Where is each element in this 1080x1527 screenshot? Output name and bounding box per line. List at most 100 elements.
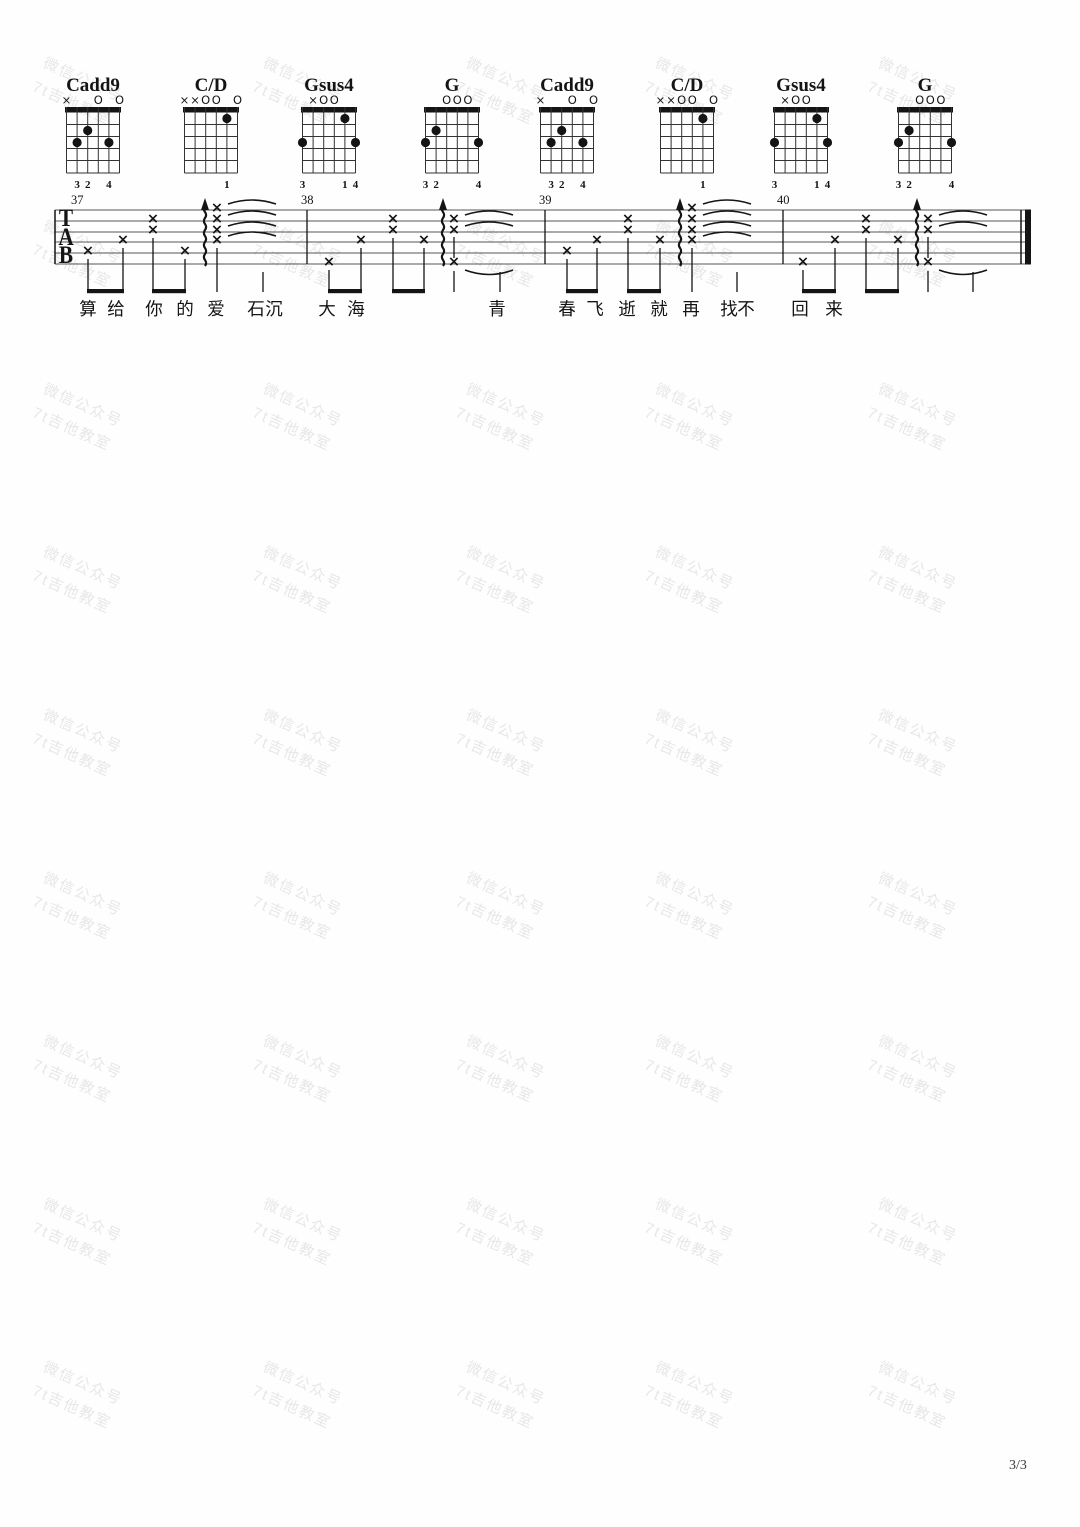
chord-finger-number: 3 [896, 179, 902, 191]
tab-x-note: × [448, 222, 460, 238]
tab-x-note: × [179, 243, 191, 259]
strum-arrow-head-icon [439, 198, 447, 210]
watermark-text: 微信公众号 7t吉他教室 [863, 540, 962, 622]
chord-finger-dot [769, 137, 780, 148]
tab-x-note: × [147, 211, 159, 227]
chord-finger-number: 3 [548, 179, 554, 191]
chord-nut [539, 107, 595, 113]
watermark-text: 微信公众号 7t吉他教室 [451, 540, 550, 622]
tie-arc [464, 210, 514, 216]
watermark-text: 微信公众号 7t吉他教室 [640, 377, 739, 459]
watermark-text: 微信公众号 7t吉他教室 [248, 540, 347, 622]
watermark-text: 微信公众号 7t吉他教室 [640, 866, 739, 948]
chord-finger-number: 4 [106, 179, 112, 191]
beam [802, 289, 836, 294]
muted-string-marker: × [180, 93, 190, 107]
chord-finger-number: 4 [353, 179, 359, 191]
chord-finger-dot [340, 113, 350, 124]
chord-nut [773, 107, 829, 113]
lyric-syllable: 沉 [265, 299, 283, 319]
chord-finger-number: 4 [825, 179, 831, 191]
watermark-text: 微信公众号 7t吉他教室 [863, 1355, 962, 1437]
tie-arc [702, 210, 752, 216]
watermark-text: 微信公众号 7t吉他教室 [28, 540, 127, 622]
watermark-text: 微信公众号 7t吉他教室 [451, 703, 550, 785]
chord-finger-dot [72, 137, 82, 148]
open-string-marker: O [688, 93, 697, 107]
tab-x-note: × [211, 232, 223, 248]
watermark-text: 微信公众号 7t吉他教室 [28, 1029, 127, 1111]
muted-string-marker: × [190, 93, 200, 107]
page-number: 3/3 [1009, 1458, 1027, 1473]
open-string-marker: O [201, 93, 210, 107]
chord-finger-number: 3 [772, 179, 778, 191]
open-string-marker: O [453, 93, 462, 107]
tab-x-note: × [418, 232, 430, 248]
lyric-syllable: 给 [107, 299, 125, 319]
chord-finger-number: 1 [342, 179, 348, 191]
chord-finger-dot [893, 137, 904, 148]
tab-x-note: × [387, 211, 399, 227]
beam [328, 289, 362, 294]
chord-finger-dot [431, 125, 441, 136]
muted-string-marker: × [536, 93, 546, 107]
open-string-marker: O [115, 93, 124, 107]
tab-x-note: × [448, 211, 460, 227]
chord-nut [897, 107, 953, 113]
beam [865, 289, 899, 294]
watermark-text: 微信公众号 7t吉他教室 [28, 703, 127, 785]
tab-x-note: × [922, 222, 934, 238]
tab-x-note: × [622, 211, 634, 227]
strum-arrow-head-icon [201, 198, 209, 210]
chord-finger-number: 2 [85, 179, 91, 191]
chord-nut [183, 107, 239, 113]
tab-clef-letter: B [59, 241, 73, 269]
watermark-text: 微信公众号 7t吉他教室 [248, 1355, 347, 1437]
muted-string-marker: × [656, 93, 666, 107]
strum-arrow-head-icon [913, 198, 921, 210]
chord-finger-dot [473, 137, 484, 148]
open-string-marker: O [94, 93, 103, 107]
lyric-syllable: 再 [682, 299, 700, 319]
lyric-syllable: 算 [79, 299, 97, 319]
watermark-text: 微信公众号 7t吉他教室 [640, 540, 739, 622]
open-string-marker: O [926, 93, 935, 107]
watermark-text: 微信公众号 7t吉他教室 [451, 866, 550, 948]
lyric-syllable: 逝 [618, 299, 636, 319]
strum-arrow-wave [202, 205, 208, 267]
tab-clef-letter: A [58, 223, 74, 251]
chord-finger-dot [350, 137, 361, 148]
chord-finger-number: 4 [580, 179, 586, 191]
lyric-syllable: 来 [825, 299, 843, 319]
chord-finger-dot [698, 113, 708, 124]
beam [392, 289, 425, 294]
tab-x-note: × [591, 232, 603, 248]
watermark-text: 微信公众号 7t吉他教室 [28, 866, 127, 948]
chord-finger-dot [578, 137, 588, 148]
chord-name: C/D [671, 75, 704, 96]
lyric-syllable: 大 [318, 299, 336, 319]
chord-name: G [445, 75, 460, 96]
lyric-syllable: 的 [176, 299, 194, 319]
watermark-text: 微信公众号 7t吉他教室 [451, 1029, 550, 1111]
lyric-syllable: 回 [791, 299, 809, 319]
tie-arc [938, 210, 988, 216]
open-string-marker: O [212, 93, 221, 107]
tab-clef-letter: T [59, 204, 74, 232]
chord-name: Gsus4 [304, 75, 354, 96]
beam [627, 289, 661, 294]
tie-arc [227, 199, 277, 205]
watermark-text: 微信公众号 7t吉他教室 [248, 703, 347, 785]
open-string-marker: O [463, 93, 472, 107]
watermark-text: 微信公众号 7t吉他教室 [640, 703, 739, 785]
chord-finger-dot [557, 125, 567, 136]
chord-finger-number: 4 [476, 179, 482, 191]
open-string-marker: O [319, 93, 328, 107]
tab-x-note: × [117, 232, 129, 248]
tab-x-note: × [211, 200, 223, 216]
tab-x-note: × [860, 222, 872, 238]
strum-arrow-head-icon [676, 198, 684, 210]
watermark-text: 微信公众号 7t吉他教室 [28, 377, 127, 459]
tie-arc [702, 199, 752, 205]
